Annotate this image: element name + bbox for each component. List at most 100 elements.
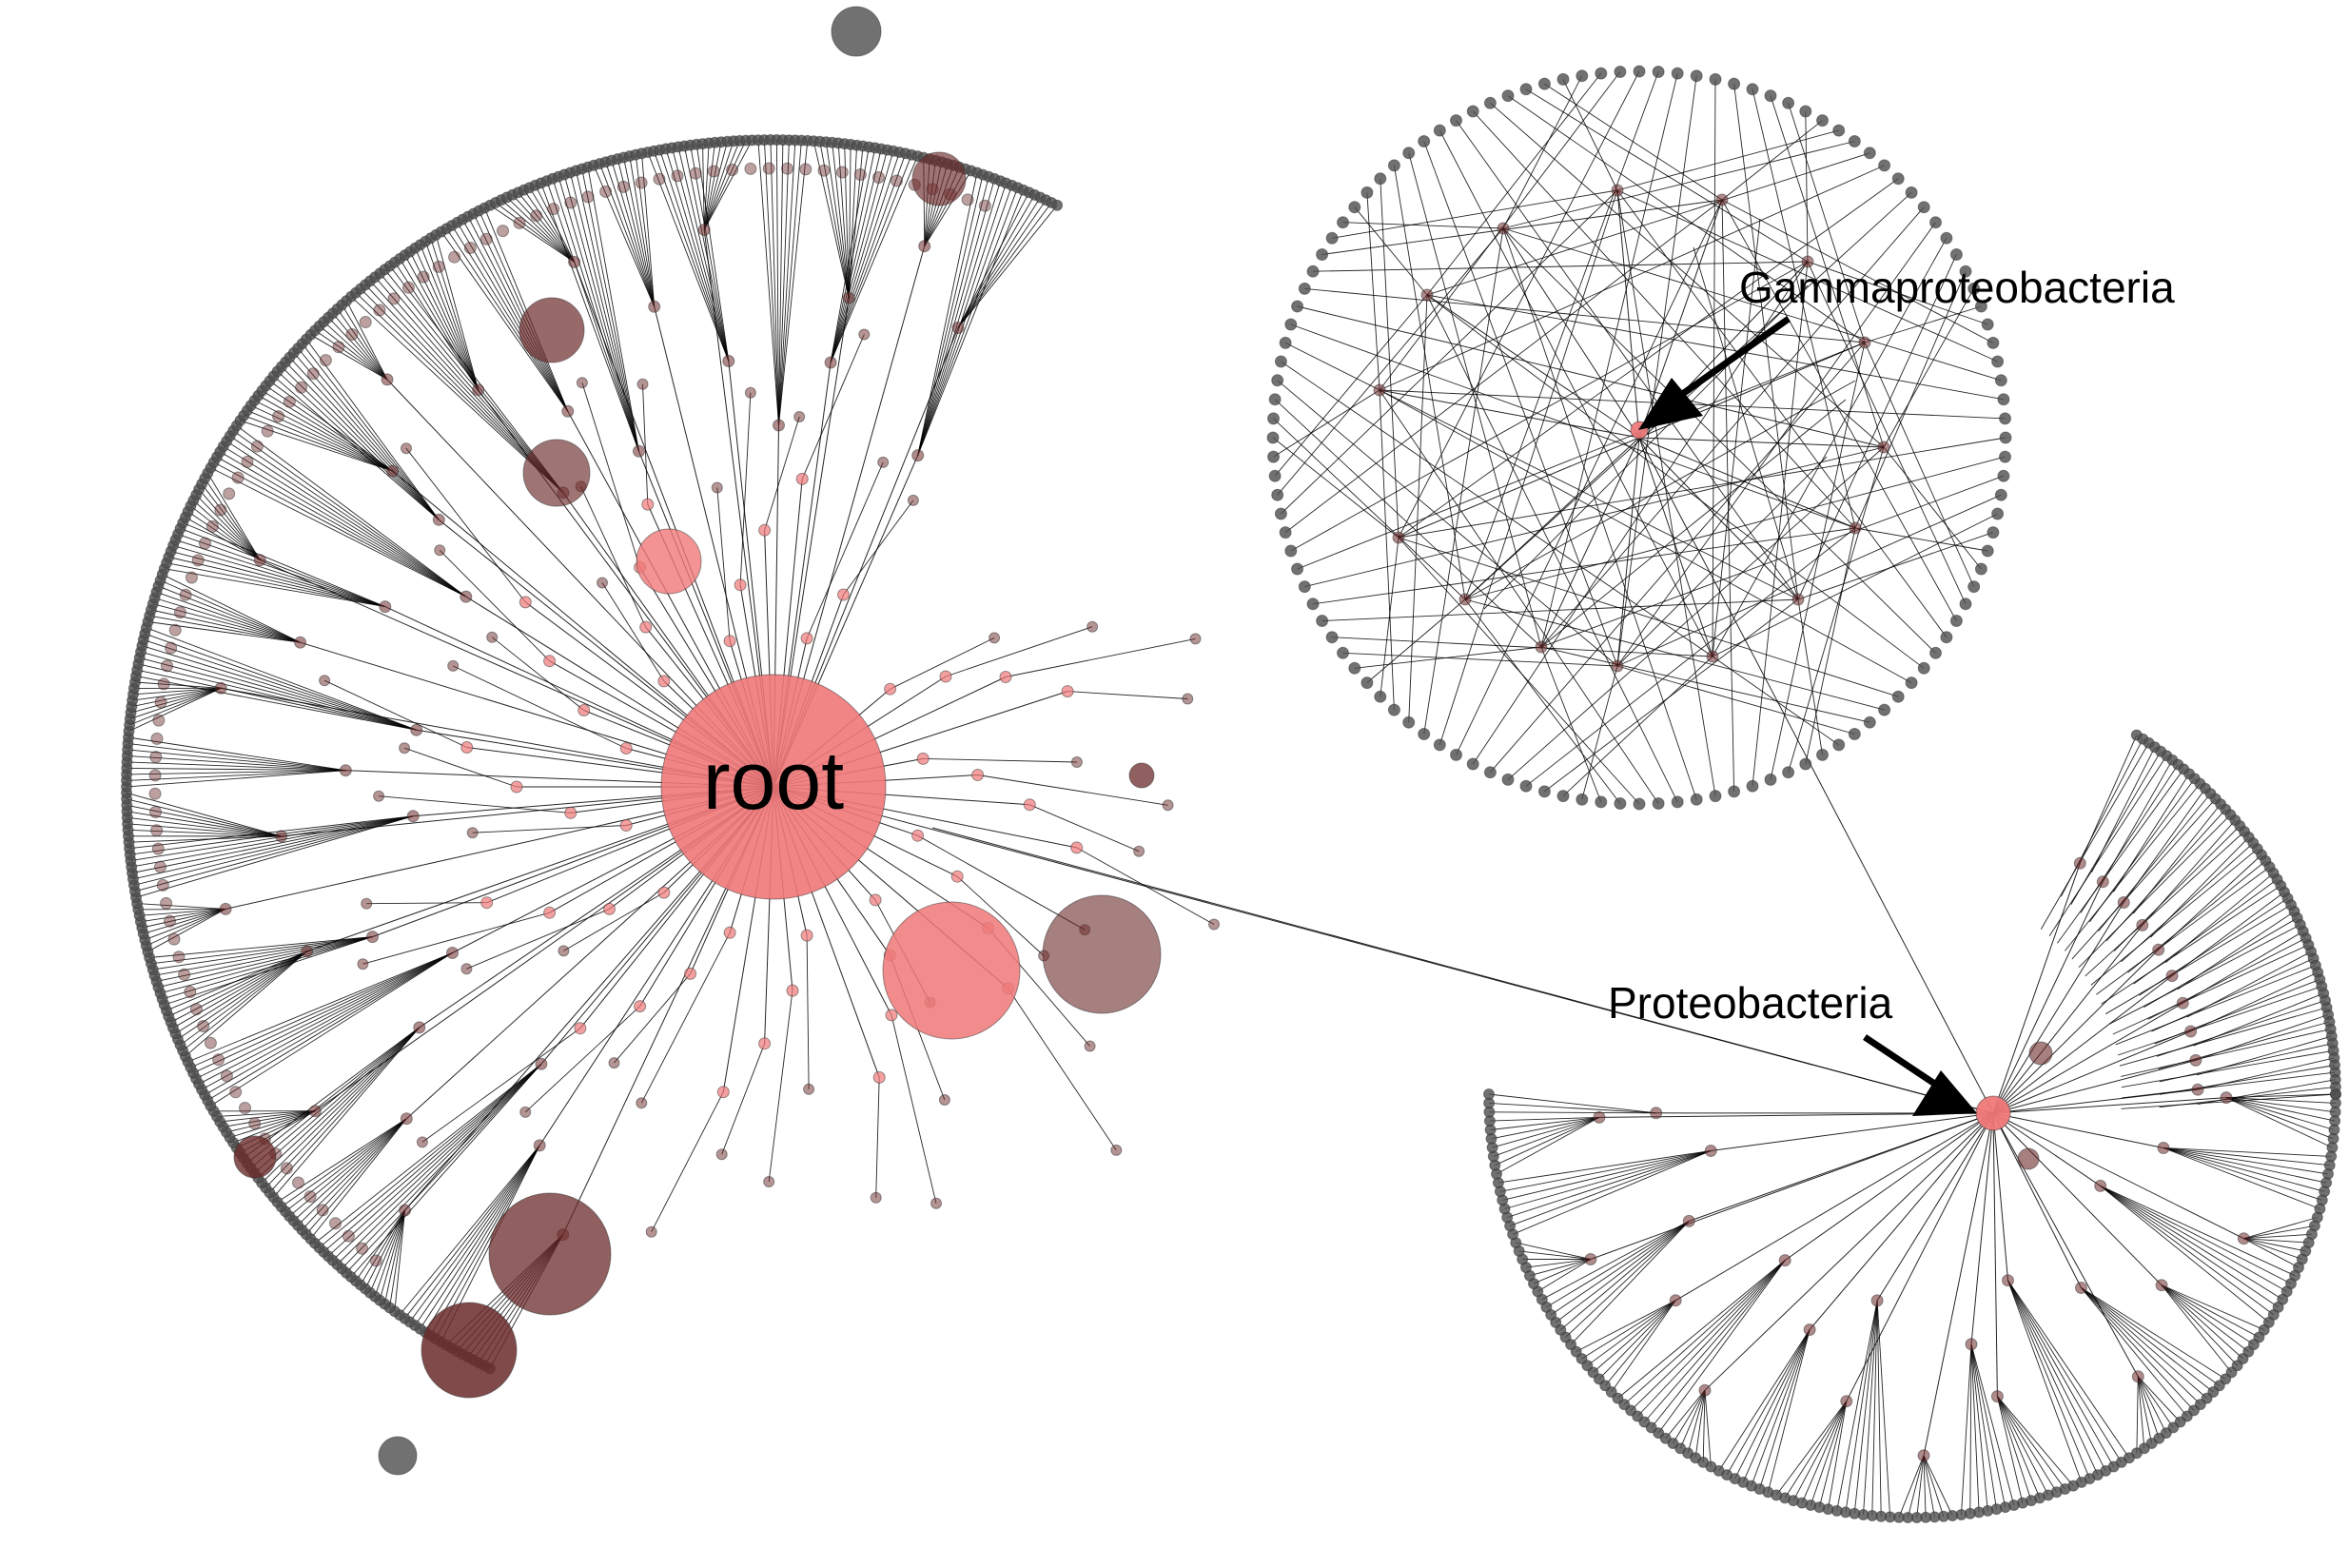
leaf-node (304, 1191, 316, 1203)
tree-edge (1785, 1113, 1993, 1261)
tree-edge (1705, 1113, 1993, 1390)
leaf-node (224, 488, 235, 500)
leaf-node (1292, 563, 1303, 575)
leaf-node (1403, 716, 1415, 728)
tree-edge (1713, 514, 1998, 657)
tree-edge (1530, 1260, 1591, 1276)
tree-edge (294, 1119, 407, 1221)
internal-node (411, 724, 422, 735)
leaf-node (151, 733, 163, 744)
tree-edge (226, 1111, 315, 1132)
tree-edge (1489, 1112, 1655, 1113)
internal-node (1841, 1396, 1852, 1407)
internal-node (2221, 1092, 2232, 1104)
leaf-node (1375, 691, 1386, 702)
internal-node (578, 705, 590, 716)
tree-edge (134, 816, 413, 886)
internal-node (734, 579, 746, 591)
leaf-node (1576, 794, 1588, 805)
leaf-node (1879, 704, 1890, 715)
leaf-node (979, 200, 990, 211)
internal-node (309, 1106, 321, 1117)
leaf-node (1998, 470, 2009, 481)
internal-node (972, 770, 984, 781)
leaf-node (1800, 758, 1811, 770)
tree-edge (1993, 1060, 2196, 1113)
leaf-node (1275, 356, 1286, 367)
internal-node (843, 292, 854, 304)
tree-edge (1617, 130, 1839, 190)
leaf-node (1879, 160, 1890, 171)
internal-node (764, 1177, 774, 1187)
internal-node (620, 743, 632, 755)
internal-node (1707, 651, 1718, 662)
internal-node (534, 1140, 545, 1151)
internal-node (801, 633, 812, 644)
leaf-node (1052, 200, 1063, 210)
tree-edge (2101, 1186, 2295, 1275)
leaf-node (690, 167, 701, 179)
leaf-node (1434, 125, 1445, 136)
leaf-node (1998, 394, 2009, 405)
tree-edge (211, 468, 466, 597)
leaf-node (1918, 202, 1929, 213)
tree-edge (769, 990, 793, 1182)
tree-edge (183, 523, 385, 607)
leaf-node (1388, 160, 1400, 171)
internal-node (873, 1071, 885, 1083)
tree-edge (230, 436, 466, 597)
internal-node (759, 524, 771, 536)
leaf-node (173, 951, 185, 963)
internal-node (801, 930, 812, 941)
internal-node (698, 225, 710, 236)
internal-node (1459, 594, 1471, 605)
cluster-node (1129, 763, 1154, 788)
tree-edge (285, 363, 439, 520)
tree-edge (581, 486, 646, 627)
leaf-node (1451, 115, 1462, 127)
internal-node (2003, 1275, 2014, 1286)
internal-node (1111, 1145, 1122, 1155)
tree-edge (2101, 1186, 2287, 1291)
tree-edge (1495, 1117, 1599, 1165)
leaf-node (221, 1070, 232, 1082)
tree-edge (1275, 400, 1541, 647)
leaf-node (636, 177, 647, 188)
cluster-node (234, 1136, 276, 1178)
tree-edge (202, 953, 453, 1090)
leaf-node (1267, 432, 1279, 443)
leaf-node (153, 715, 165, 726)
internal-node (1071, 757, 1082, 768)
tree-edge (132, 816, 413, 873)
tree-edge (1513, 1151, 1711, 1235)
tree-edge (876, 1077, 880, 1197)
leaf-node (150, 807, 162, 818)
leaf-node (296, 382, 307, 393)
internal-node (637, 379, 648, 389)
internal-node (401, 1113, 412, 1125)
tree-edge (2082, 1288, 2207, 1399)
leaf-node (873, 172, 885, 184)
internal-node (220, 903, 231, 914)
tree-edge (379, 796, 571, 813)
leaf-node (1941, 632, 1952, 643)
leaf-node (149, 770, 161, 781)
leaf-node (531, 210, 542, 222)
tree-edge (1546, 1221, 1689, 1307)
internal-node (2076, 1283, 2087, 1294)
tree-edge (422, 1029, 580, 1143)
leaf-node (152, 843, 164, 854)
internal-node (1699, 1384, 1711, 1396)
tree-edge (1962, 1344, 1972, 1515)
proteobacteria-label: Proteobacteria (1608, 978, 1893, 1028)
internal-node (1705, 1146, 1716, 1157)
tree-edge (400, 259, 478, 390)
cluster-node (883, 902, 1020, 1039)
leaf-node (1557, 73, 1569, 85)
leaf-node (1710, 73, 1721, 85)
tree-edge (233, 431, 466, 597)
leaf-node (157, 879, 168, 891)
tree-edge (133, 816, 413, 879)
tree-edge (2226, 1098, 2335, 1122)
cluster-node (912, 152, 966, 206)
